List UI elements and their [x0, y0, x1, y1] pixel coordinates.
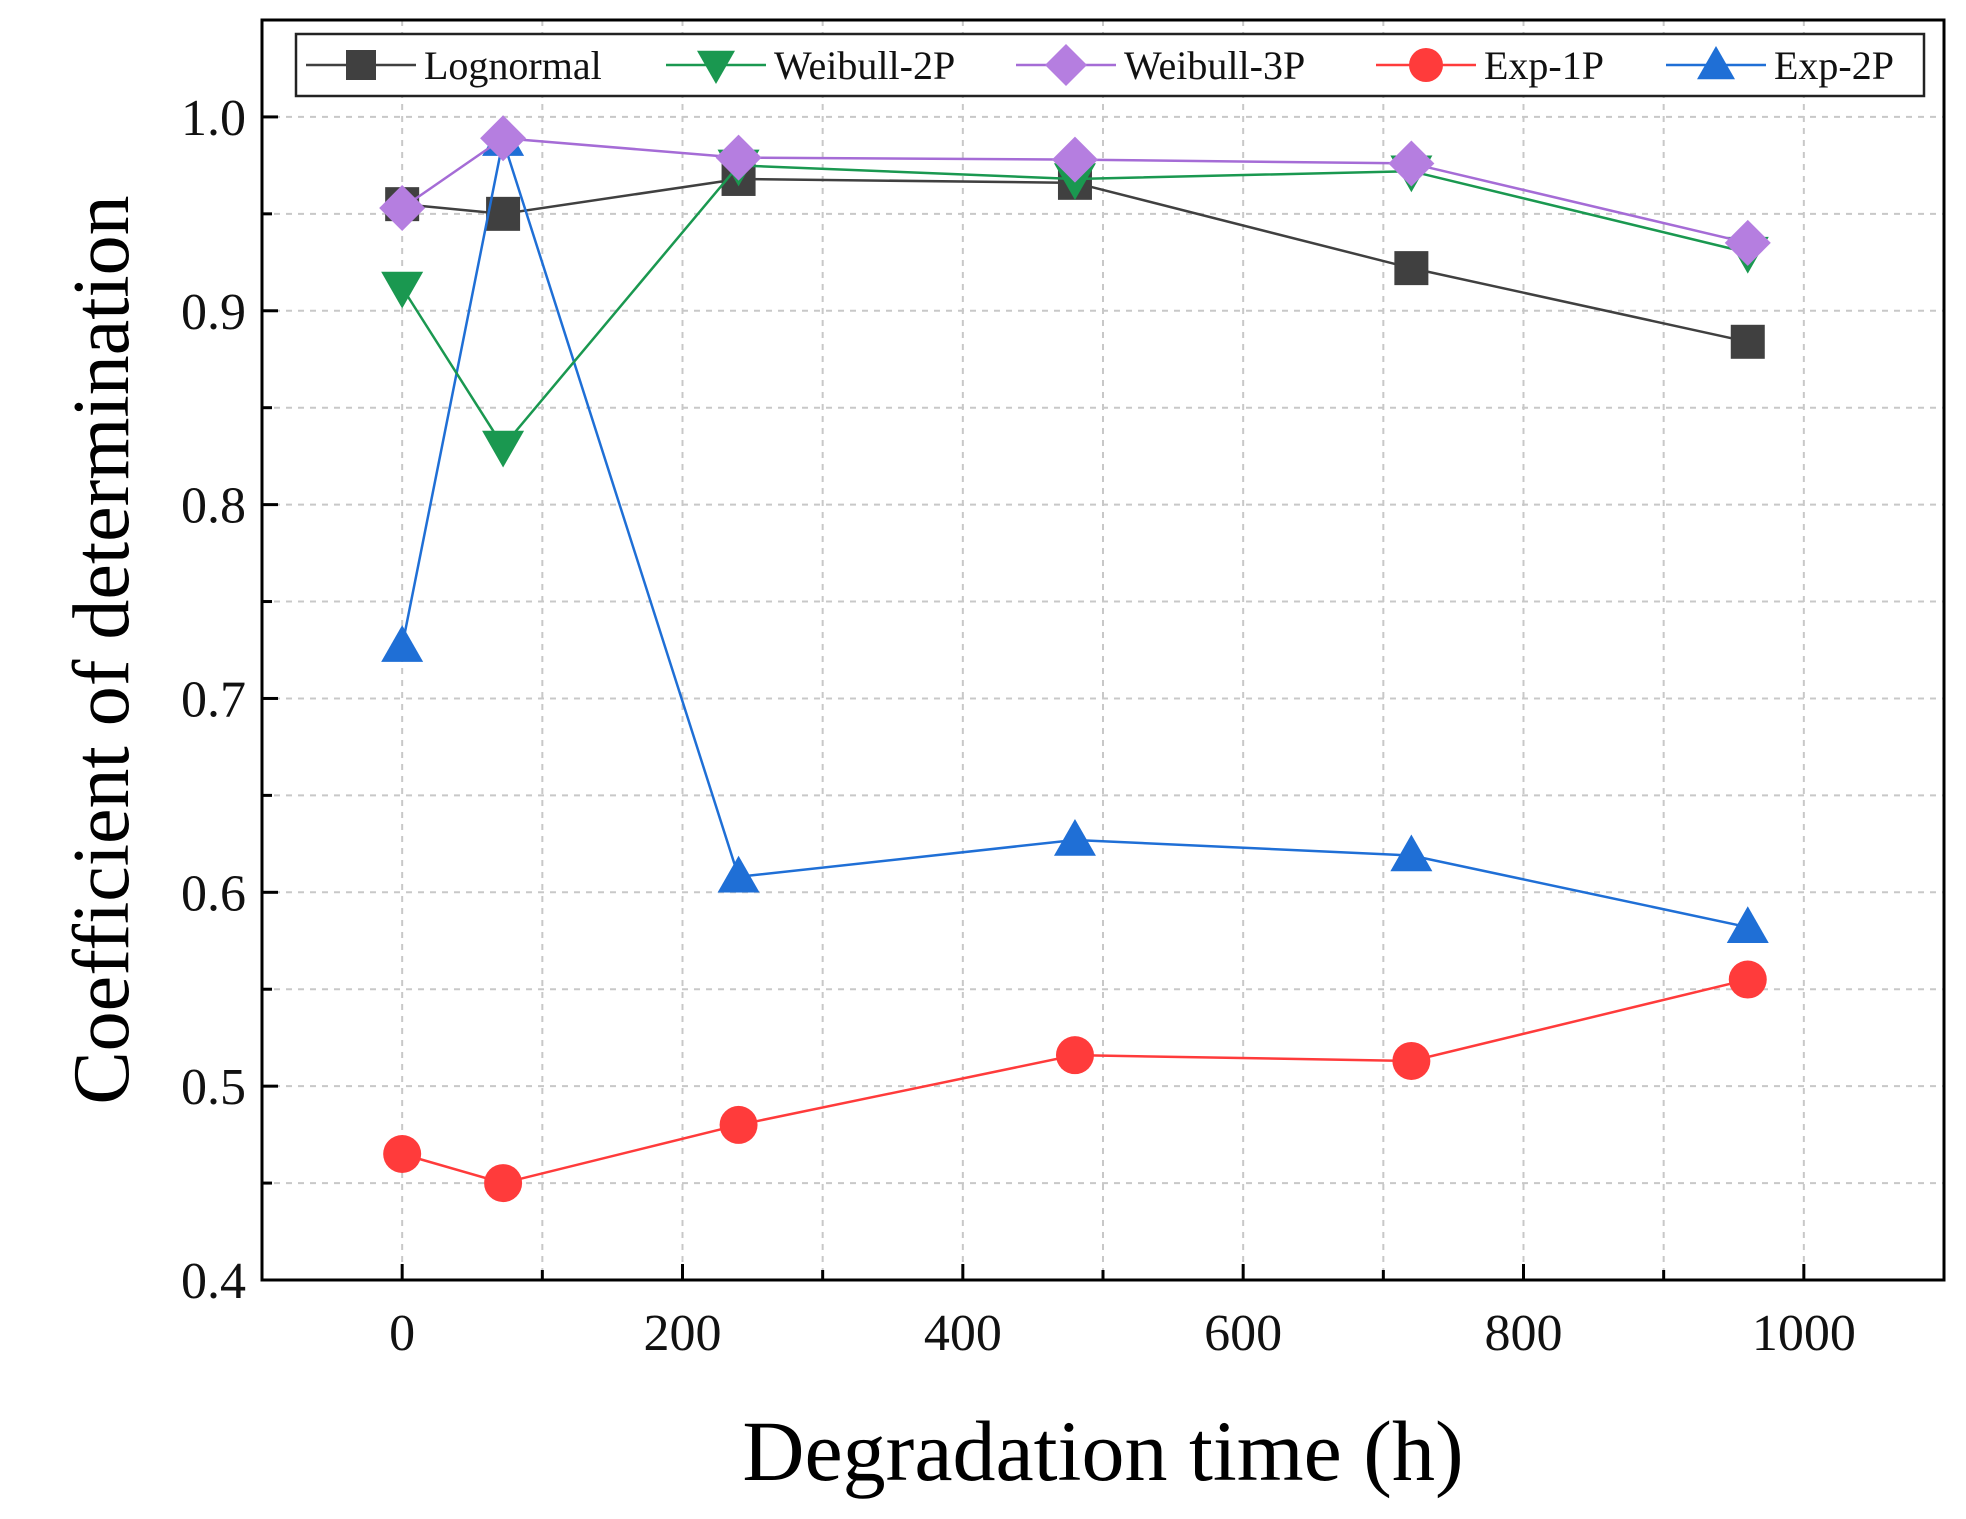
legend-marker	[1045, 44, 1087, 86]
series-line	[401, 164, 1749, 449]
series-exp-2p	[381, 119, 1769, 943]
x-tick-label: 0	[389, 1305, 415, 1362]
data-point	[1053, 818, 1096, 856]
legend-item-weibull-3p: Weibull-3P	[1016, 43, 1305, 88]
x-tick-label: 400	[924, 1305, 1002, 1362]
x-axis-title: Degradation time (h)	[742, 1403, 1463, 1499]
legend-item-exp-1p: Exp-1P	[1376, 43, 1604, 88]
data-point	[1392, 1041, 1431, 1080]
legend-label: Exp-1P	[1484, 43, 1604, 88]
x-tick-label: 200	[644, 1305, 722, 1362]
data-point	[484, 1164, 523, 1203]
data-point	[1051, 136, 1098, 183]
legend-item-lognormal: Lognormal	[306, 43, 602, 88]
y-tick-label: 1.0	[181, 90, 246, 147]
legend-box	[294, 32, 1926, 98]
data-point	[1724, 219, 1771, 266]
data-point	[1726, 906, 1769, 943]
legend-marker	[1697, 46, 1735, 80]
axis-tick-labels: 0 200 400 600 800 1000 0.4 0.5 0.6 0.7 0.8 0.9 1.0	[181, 90, 1856, 1362]
y-tick-label: 0.5	[181, 1059, 246, 1116]
series-exp-1p	[383, 960, 1767, 1203]
x-tick-label: 1000	[1752, 1305, 1856, 1362]
data-point	[383, 1135, 422, 1173]
data-point	[482, 430, 525, 468]
legend-label: Lognormal	[424, 43, 602, 88]
legend-marker	[1409, 48, 1443, 82]
legend-marker	[346, 50, 376, 80]
series-weibull-3p	[379, 115, 1771, 266]
data-point	[1390, 834, 1433, 872]
data-point	[1388, 140, 1435, 187]
y-tick-label: 0.8	[181, 478, 246, 535]
data-point	[719, 1105, 758, 1144]
legend-label: Exp-2P	[1774, 43, 1894, 88]
y-tick-label: 0.9	[181, 284, 246, 341]
grid-lines	[262, 20, 1944, 1280]
data-point	[1730, 324, 1765, 359]
data-point	[381, 271, 424, 309]
y-tick-label: 0.6	[181, 865, 246, 922]
data-point	[1055, 1036, 1094, 1075]
y-tick-label: 0.7	[181, 671, 246, 728]
data-point	[480, 115, 527, 162]
data-point	[715, 134, 762, 181]
legend-item-exp-2p: Exp-2P	[1666, 43, 1894, 88]
series-line	[401, 136, 1749, 245]
series-layer	[379, 115, 1771, 1203]
data-point	[381, 625, 424, 662]
x-tick-label: 600	[1204, 1305, 1282, 1362]
data-point	[717, 855, 760, 893]
y-axis-title: Coefficient of determination	[58, 195, 146, 1104]
data-point	[1394, 251, 1429, 286]
legend-label: Weibull-3P	[1124, 43, 1305, 88]
x-tick-label: 800	[1485, 1305, 1563, 1362]
data-point	[379, 185, 426, 232]
series-line	[400, 135, 1749, 929]
legend-marker	[697, 50, 735, 84]
y-tick-label: 0.4	[181, 1253, 246, 1310]
legend-label: Weibull-2P	[774, 43, 955, 88]
legend: Lognormal Weibull-2P Weibull-3P Exp-1P Exp-2…	[294, 32, 1926, 98]
data-point	[1728, 960, 1767, 999]
legend-item-weibull-2p: Weibull-2P	[666, 43, 955, 88]
axis-ticks	[262, 115, 1806, 1282]
